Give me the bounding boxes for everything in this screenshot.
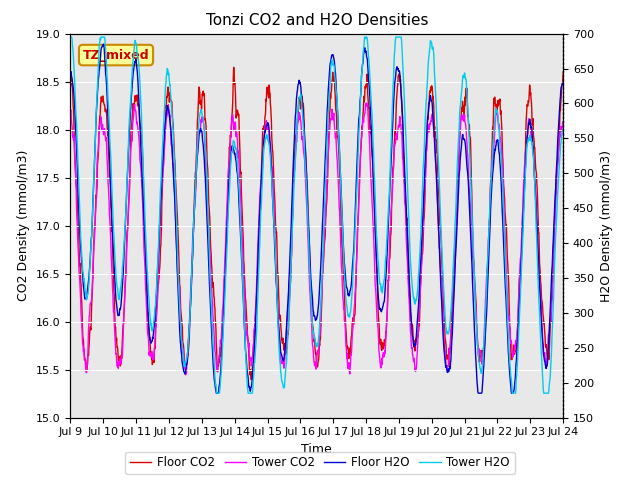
Tower CO2 [67,110,74,116]
Floor H2O [164,107,172,112]
Line: Tower CO2: Tower CO2 [70,103,563,375]
Floor H2O [232,157,239,163]
Floor CO2 [559,69,567,75]
Tower CO2 [458,114,466,120]
X-axis label: Time: Time [301,443,332,456]
Tower CO2 [164,108,172,113]
Floor H2O [100,41,108,47]
Tower H2O [213,390,221,396]
Tower H2O [559,130,567,136]
Line: Floor H2O: Floor H2O [70,44,563,393]
Legend: Floor CO2, Tower CO2, Floor H2O, Tower H2O: Floor CO2, Tower CO2, Floor H2O, Tower H… [125,452,515,474]
Tower H2O [176,311,184,316]
Tower H2O [67,34,74,40]
Line: Tower H2O: Tower H2O [70,37,563,393]
Tower CO2 [176,304,184,310]
Floor H2O [67,70,74,75]
Floor CO2 [164,84,172,90]
Floor CO2 [230,64,237,70]
Floor H2O [212,390,220,396]
Floor CO2 [502,214,509,219]
Tower CO2 [394,130,401,136]
Tower H2O [458,90,465,96]
Floor CO2 [67,72,74,77]
Title: Tonzi CO2 and H2O Densities: Tonzi CO2 and H2O Densities [205,13,428,28]
Line: Floor CO2: Floor CO2 [70,67,563,380]
Tower H2O [393,34,401,40]
Floor CO2 [232,92,239,97]
Tower H2O [164,67,172,73]
Floor CO2 [458,106,466,111]
Floor CO2 [394,84,401,90]
Floor H2O [177,339,184,345]
Floor H2O [394,65,401,71]
Tower CO2 [559,121,567,127]
Tower CO2 [502,243,509,249]
Y-axis label: CO2 Density (mmol/m3): CO2 Density (mmol/m3) [17,150,30,301]
Tower CO2 [232,122,239,128]
Tower H2O [501,247,509,253]
Floor H2O [559,80,567,86]
Floor H2O [502,284,509,290]
Tower CO2 [362,100,370,106]
Floor H2O [458,137,466,143]
Tower CO2 [182,372,189,378]
Floor CO2 [176,283,184,289]
Floor CO2 [248,377,255,383]
Y-axis label: H2O Density (mmol/m3): H2O Density (mmol/m3) [600,150,612,301]
Text: TZ_mixed: TZ_mixed [83,48,149,61]
Tower H2O [232,144,239,150]
